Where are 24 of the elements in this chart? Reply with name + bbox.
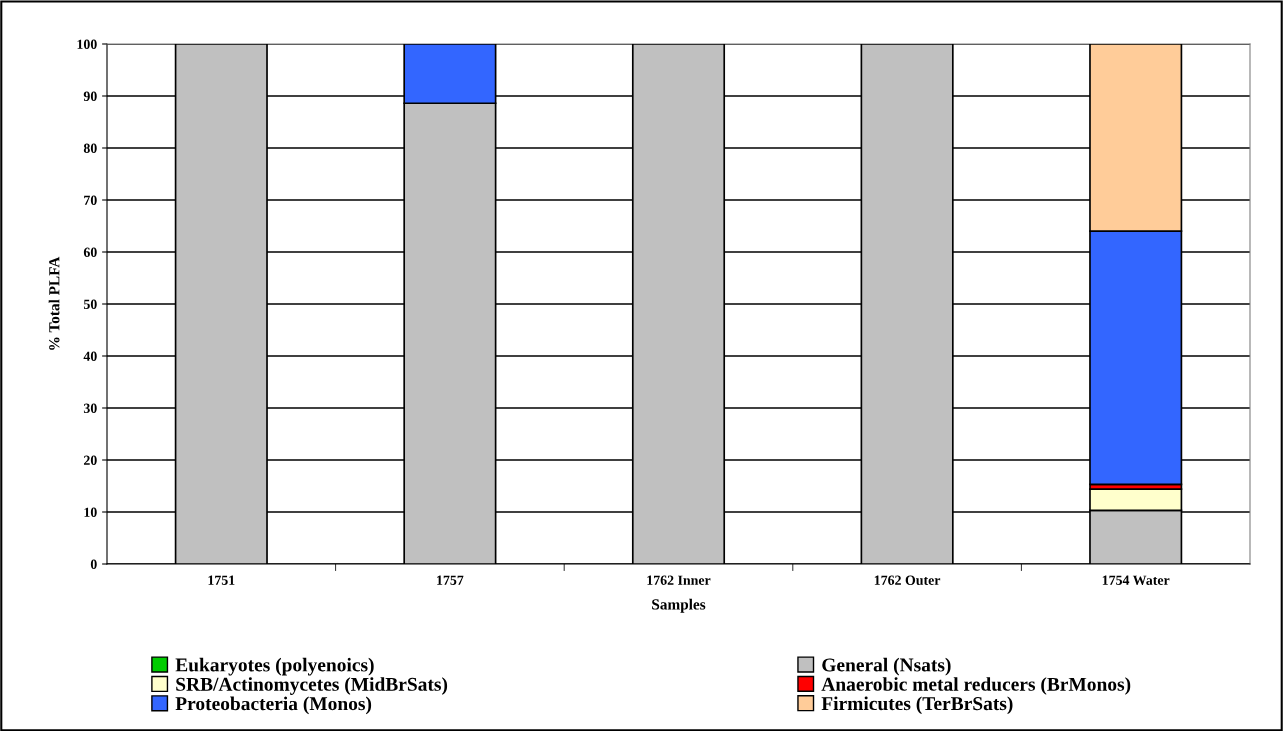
x-axis-title: Samples [652, 598, 706, 613]
legend-label: SRB/Actinomycetes (MidBrSats) [176, 677, 448, 695]
y-tick-label: 40 [83, 351, 97, 361]
y-tick-label: 0 [90, 559, 97, 569]
y-tick-label: 90 [83, 91, 97, 101]
y-tick-label: 20 [83, 455, 97, 465]
y-tick-label: 70 [84, 195, 97, 205]
legend-label: Anaerobic metal reducers (BrMonos) [821, 677, 1131, 695]
legend-label: Proteobacteria (Monos) [175, 696, 372, 715]
legend-label: Firmicutes (TerBrSats) [821, 696, 1013, 715]
legend-label: Eukaryotes (polyenoics) [175, 657, 374, 676]
x-tick-label: 1762 Outer [874, 575, 941, 585]
y-tick-label: 60 [83, 247, 97, 257]
x-tick-label: 1751 [208, 575, 235, 585]
x-tick-label: 1754 Water [1102, 575, 1170, 585]
legend-label: General (Nsats) [822, 657, 951, 676]
y-tick-label: 50 [83, 299, 97, 309]
y-tick-label: 80 [83, 143, 97, 153]
x-tick-label: 1757 [437, 575, 464, 585]
y-tick-label: 100 [77, 39, 97, 49]
y-axis-title: % Total PLFA [48, 256, 60, 350]
x-tick-label: 1762 Inner [647, 575, 711, 585]
y-tick-label: 10 [84, 507, 97, 517]
y-tick-label: 30 [83, 403, 97, 413]
